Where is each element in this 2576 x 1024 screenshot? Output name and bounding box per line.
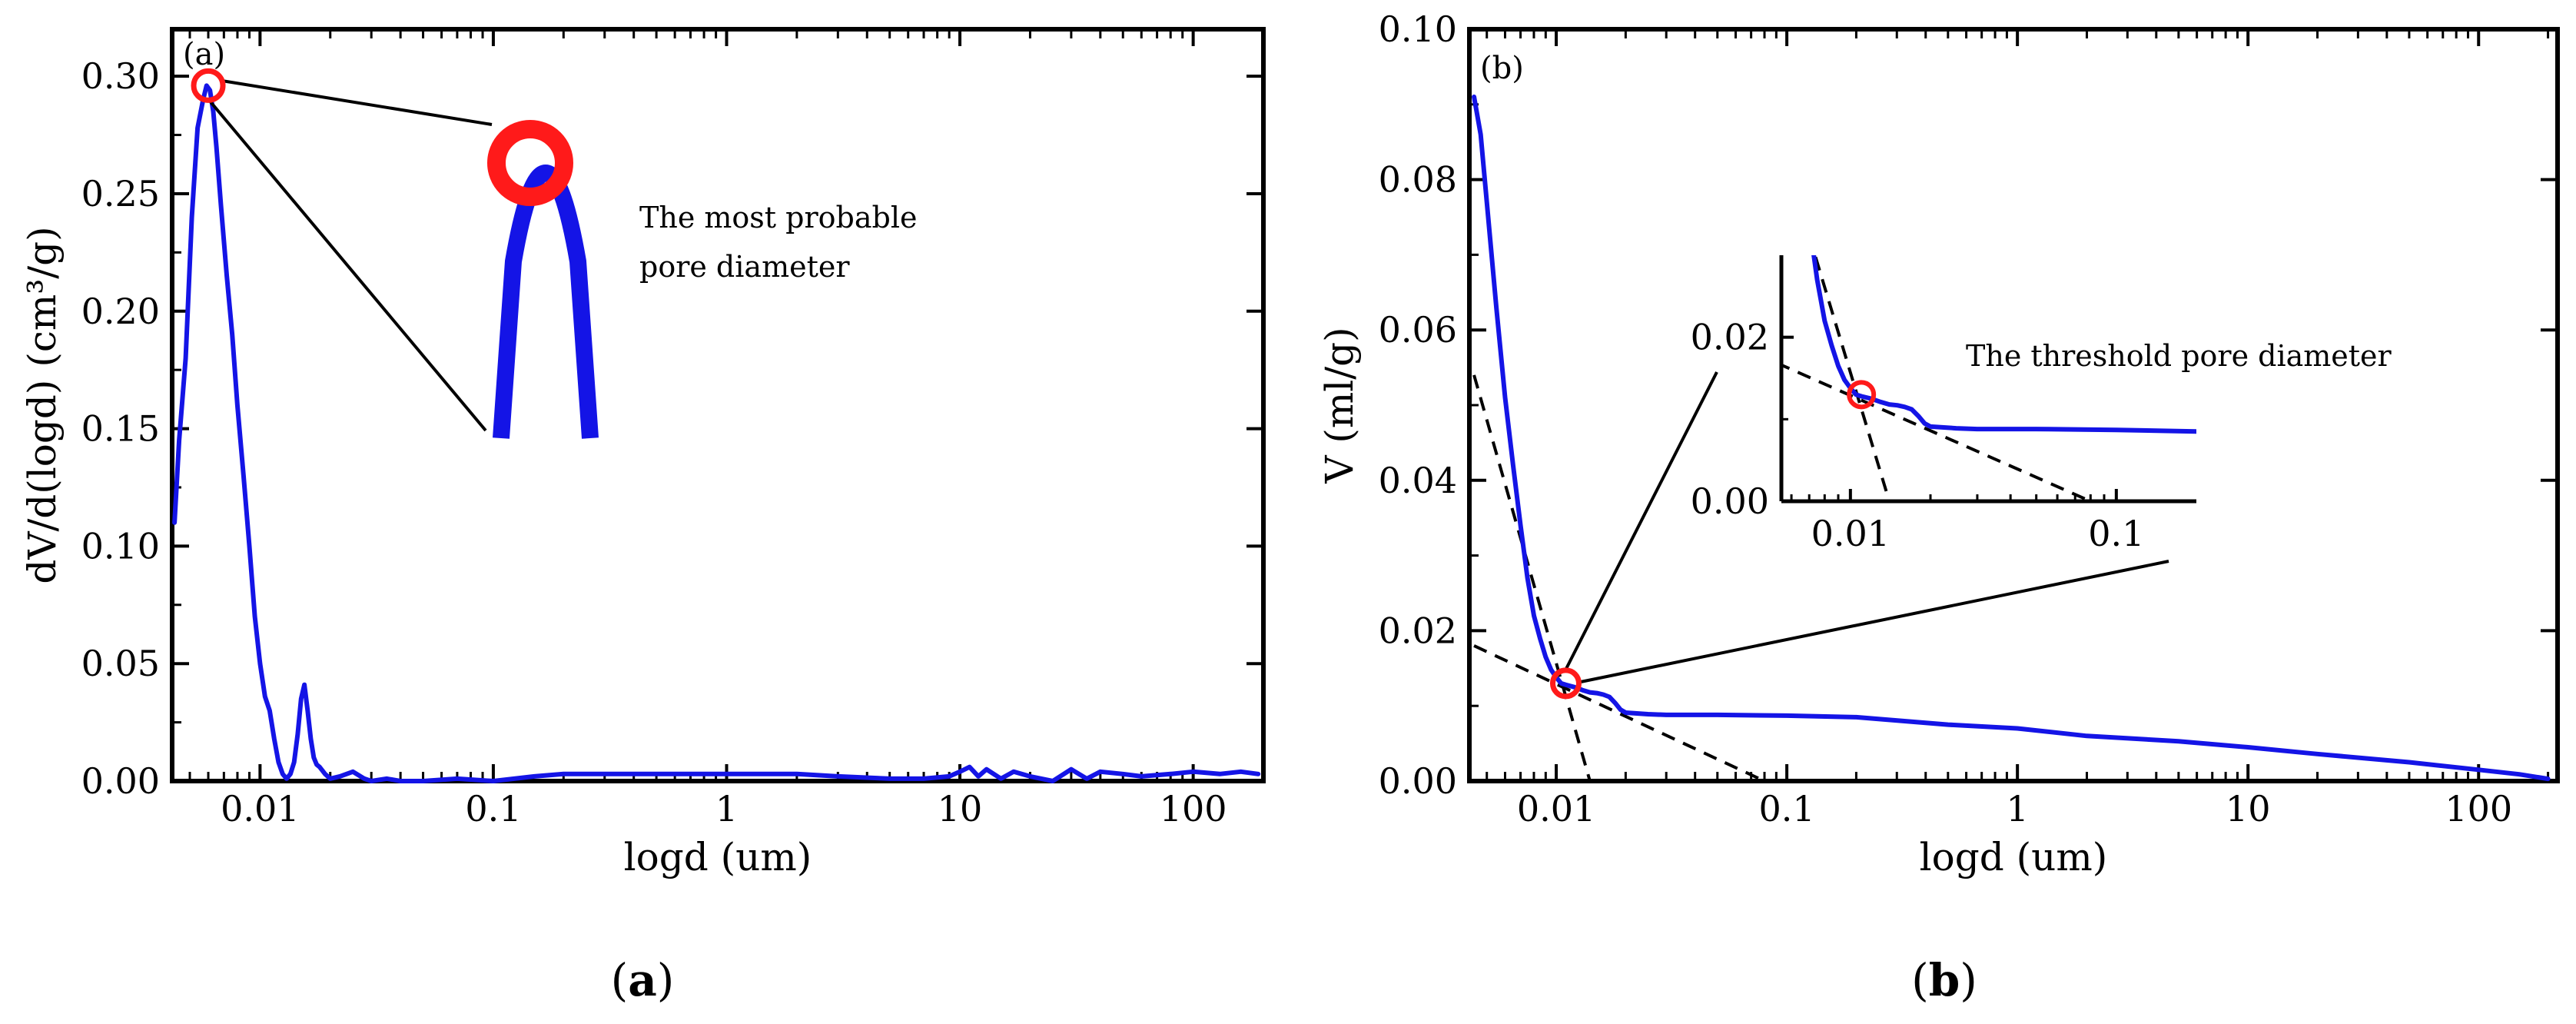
plot-frame-a	[170, 27, 1266, 783]
x-tick-label: 100	[1160, 788, 1227, 830]
y-tick-label: 0.08	[1379, 159, 1457, 201]
series-line-a	[172, 83, 1261, 783]
panel-tag-b: (b)	[1480, 51, 1524, 86]
tangent-lines-b	[1472, 374, 1765, 781]
y-tick-label: 0.10	[81, 525, 160, 567]
series-group-a	[172, 83, 1261, 783]
caption-letter-b: b	[1929, 954, 1960, 1006]
chart-panel-a: 0.01 0.1 1 10 100 0.00 0.05 0.10 0.15 0.20 0.25 0.3…	[20, 27, 1266, 1006]
x-tick-label: 0.1	[465, 788, 521, 830]
leader-line-top	[1564, 371, 1718, 670]
chart-panel-b: 0.01 0.1 1 10 100 0.00 0.02 0.04 0.06 0.08 0.10 (b…	[1317, 8, 2560, 1006]
x-tick-label: 0.01	[1811, 513, 1890, 554]
axis-ticks-a: 0.01 0.1 1 10 100 0.00 0.05 0.10 0.15 0.20 0.25 0.3…	[81, 29, 1263, 830]
inset-threshold-marker	[1847, 380, 1877, 410]
inset-axis-ticks: 0.01 0.1 0.00 0.02	[1691, 255, 2196, 554]
inset-chart-b: 0.01 0.1 0.00 0.02 The threshold pore diame…	[1691, 255, 2392, 554]
panel-caption-a: (a)	[611, 954, 675, 1006]
series-line-b	[1472, 95, 2551, 782]
annotation-group-b	[1549, 371, 2169, 700]
leader-line-top	[223, 79, 493, 126]
y-tick-label: 0.00	[81, 760, 160, 802]
leader-line-bottom	[1581, 560, 2169, 683]
y-tick-label: 0.15	[81, 408, 160, 450]
panel-caption-b: (b)	[1911, 954, 1977, 1006]
inset-tangent-line	[1781, 363, 2092, 501]
leader-line-bottom	[208, 100, 487, 432]
peak-annotation-line-1: The most probable	[639, 201, 917, 234]
inset-series-group	[1811, 255, 2196, 434]
panel-tag-a: (a)	[183, 37, 225, 72]
tangent-line	[1472, 374, 1592, 781]
zoomed-peak-curve	[493, 165, 599, 439]
peak-marker	[191, 68, 226, 103]
zoomed-peak-marker	[487, 120, 573, 206]
x-tick-label: 10	[938, 788, 983, 830]
inset-tangent-lines	[1781, 255, 2092, 501]
y-tick-label: 0.05	[81, 643, 160, 684]
x-tick-label: 100	[2445, 788, 2512, 830]
inset-tangent-line	[1813, 255, 1891, 501]
plot-frame-b	[1467, 27, 2560, 783]
x-axis-title-a: logd (um)	[624, 835, 812, 879]
y-tick-label: 0.00	[1379, 760, 1457, 802]
y-tick-label: 0.25	[81, 173, 160, 214]
x-axis-title-b: logd (um)	[1920, 835, 2108, 879]
x-tick-label: 1	[715, 788, 738, 830]
series-group-b	[1472, 95, 2551, 782]
peak-annotation-line-2: pore diameter	[639, 250, 850, 284]
y-tick-label: 0.02	[1691, 317, 1769, 358]
annotation-group-a	[191, 68, 599, 439]
y-tick-label: 0.10	[1379, 8, 1457, 50]
threshold-marker	[1549, 667, 1582, 700]
x-tick-label: 10	[2226, 788, 2271, 830]
y-axis-title-a: dV/d(logd) (cm³/g)	[20, 226, 65, 583]
x-tick-label: 0.1	[2088, 513, 2144, 554]
y-tick-label: 0.00	[1691, 480, 1769, 522]
y-tick-label: 0.04	[1379, 460, 1457, 501]
y-tick-label: 0.06	[1379, 309, 1457, 351]
x-tick-label: 1	[2007, 788, 2029, 830]
y-tick-label: 0.30	[81, 55, 160, 97]
threshold-annotation: The threshold pore diameter	[1966, 339, 2392, 373]
x-tick-label: 0.01	[1517, 788, 1595, 830]
x-tick-label: 0.01	[221, 788, 299, 830]
x-tick-label: 0.1	[1759, 788, 1815, 830]
tangent-line	[1473, 644, 1765, 781]
caption-letter-a: a	[628, 954, 657, 1006]
y-axis-title-b: V (ml/g)	[1317, 327, 1362, 484]
inset-series-line	[1811, 255, 2196, 434]
y-tick-label: 0.02	[1379, 610, 1457, 651]
y-tick-label: 0.20	[81, 291, 160, 332]
axis-ticks-b: 0.01 0.1 1 10 100 0.00 0.02 0.04 0.06 0.08 0.10	[1379, 8, 2558, 830]
